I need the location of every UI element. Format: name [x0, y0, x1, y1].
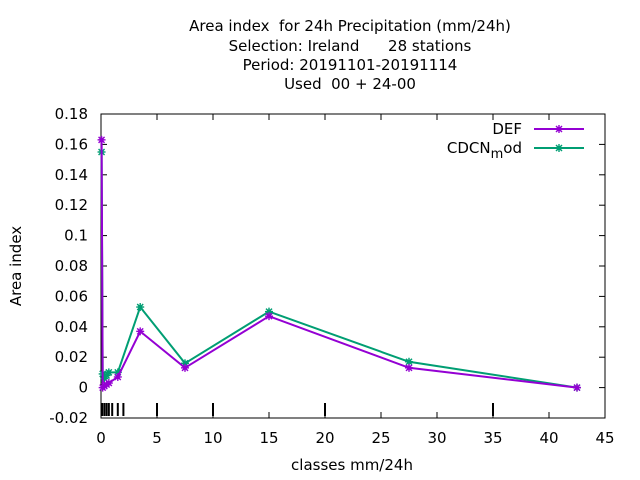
series-line [100, 139, 578, 390]
x-tick-label: 40 [539, 429, 558, 447]
marker-core [183, 365, 187, 370]
data-point [136, 327, 145, 336]
title-line-4: Used 00 + 24-00 [284, 75, 416, 93]
x-tick-label: 10 [203, 429, 222, 447]
y-tick-label: 0.18 [55, 105, 88, 123]
marker-core [106, 381, 111, 386]
x-tick-label: 20 [315, 429, 334, 447]
y-tick-label: 0.14 [55, 166, 88, 184]
data-point [405, 363, 413, 372]
marker-core [557, 127, 561, 131]
marker-core [267, 309, 271, 314]
x-tick-label: 0 [96, 429, 106, 447]
class-marks [101, 403, 494, 416]
data-point [104, 379, 113, 388]
data-point [265, 312, 273, 321]
legend-samples [534, 125, 584, 152]
legend: DEF CDCNmod [447, 120, 584, 162]
y-tick-label: 0.1 [64, 227, 88, 245]
y-tick-label: 0.06 [55, 287, 88, 305]
plot-frame [100, 113, 606, 419]
data-point [181, 363, 189, 372]
y-tick-label: 0 [78, 379, 88, 397]
x-tick-label: 25 [371, 429, 390, 447]
x-axis-label: classes mm/24h [291, 456, 413, 474]
marker-core [407, 359, 411, 364]
marker-core [183, 361, 187, 366]
series-0 [97, 135, 581, 392]
series-line [100, 151, 578, 389]
marker-core [267, 314, 271, 319]
legend-label-cdcn: CDCNmod [447, 139, 522, 162]
series-group [97, 135, 581, 392]
marker-core [115, 374, 120, 379]
y-axis-label: Area index [7, 226, 25, 306]
marker-core [138, 305, 143, 310]
y-tick-label: -0.02 [49, 409, 88, 427]
legend-cdcn-sub: m [491, 147, 504, 162]
marker-core [557, 146, 561, 150]
y-tick-label: 0.04 [55, 318, 88, 336]
legend-label-def: DEF [492, 120, 522, 138]
data-point [573, 383, 581, 392]
legend-marker-0 [555, 125, 563, 133]
y-tick-label: 0.12 [55, 196, 88, 214]
marker-core [99, 137, 104, 142]
marker-core [407, 365, 411, 370]
data-point [136, 303, 145, 312]
data-point [113, 372, 122, 381]
marker-core [106, 370, 111, 375]
data-point [97, 135, 106, 144]
axis-ticks: -0.02 0 0.02 0.04 0.06 0.08 0.1 0.12 0.14 0.16 0.1… [49, 105, 614, 447]
x-tick-label: 15 [259, 429, 278, 447]
x-tick-label: 45 [595, 429, 614, 447]
marker-core [575, 385, 579, 390]
y-tick-label: 0.08 [55, 257, 88, 275]
title-line-2: Selection: Ireland 28 stations [228, 37, 472, 55]
title-line-1: Area index for 24h Precipitation (mm/24h… [189, 17, 511, 35]
y-tick-label: 0.16 [55, 135, 88, 153]
x-tick-label: 30 [427, 429, 446, 447]
marker-core [115, 370, 120, 375]
legend-cdcn-main: CDCN [447, 139, 491, 157]
y-tick-label: 0.02 [55, 348, 88, 366]
x-tick-label: 5 [152, 429, 162, 447]
legend-marker-1 [555, 144, 563, 152]
data-point [104, 368, 113, 377]
marker-core [138, 329, 143, 334]
x-tick-label: 35 [483, 429, 502, 447]
title-line-3: Period: 20191101-20191114 [242, 56, 458, 74]
legend-cdcn-tail: od [503, 139, 522, 157]
